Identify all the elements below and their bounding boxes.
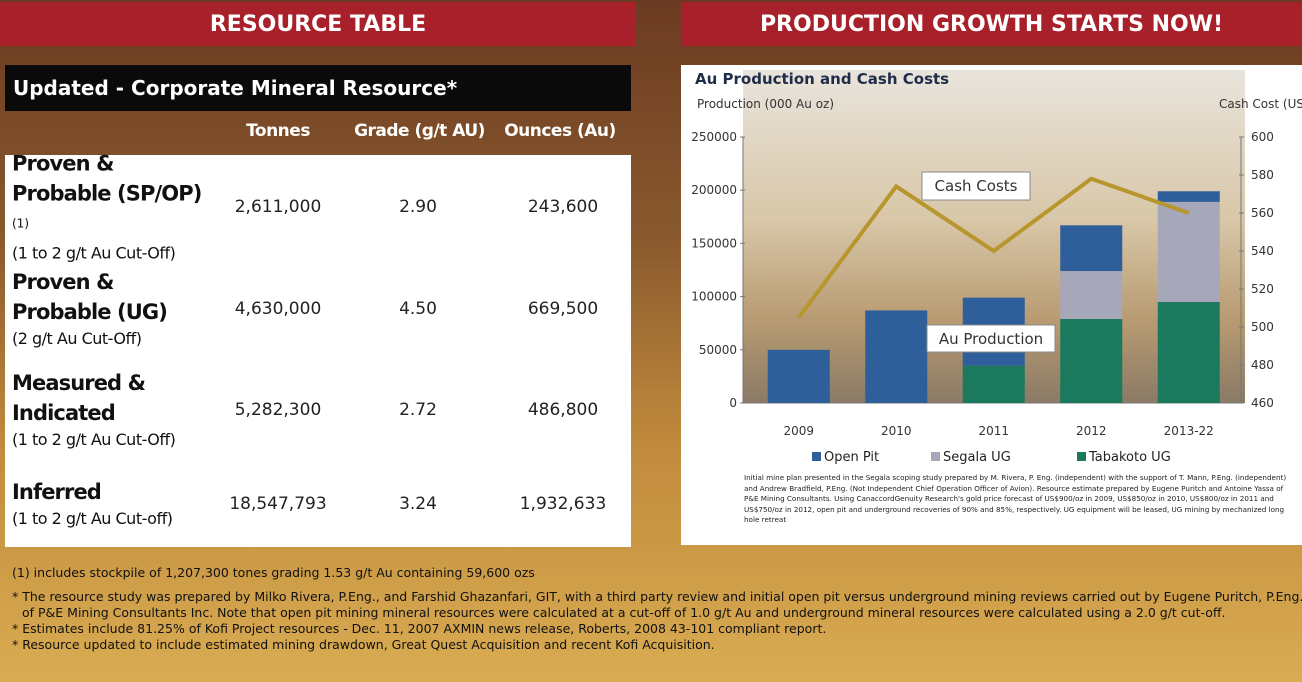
table-cell: 486,800 bbox=[527, 400, 599, 420]
chart-title: Au Production and Cash Costs bbox=[695, 70, 949, 88]
chart-note: Initial mine plan presented in the Segal… bbox=[744, 473, 1287, 524]
table-cell: 2,611,000 bbox=[234, 196, 322, 217]
left-header: RESOURCE TABLE bbox=[0, 2, 636, 46]
callout-box bbox=[921, 171, 1031, 201]
bar-segment bbox=[962, 365, 1025, 403]
bar-segment bbox=[767, 349, 830, 403]
row-cutoff: (1 to 2 g/t Au Cut-Off) bbox=[12, 243, 176, 262]
column-header: Grade (g/t AU) bbox=[354, 121, 485, 141]
chart: Au Production and Cash Costs Production … bbox=[691, 70, 1302, 465]
x-tick-label: 2013-22 bbox=[1164, 424, 1214, 438]
footnote: * The resource study was prepared by Mil… bbox=[12, 589, 1302, 620]
bar-segment bbox=[1157, 201, 1220, 302]
annotation: Au Production bbox=[939, 330, 1043, 348]
row-label: Inferred (1 to 2 g/t Au Cut-off) bbox=[12, 477, 217, 531]
row-name: Proven & Probable (SP/OP) bbox=[12, 151, 202, 205]
row-label: Proven & Probable (SP/OP) (1) (1 to 2 g/t… bbox=[12, 148, 217, 265]
row-name: Proven & Probable (UG) bbox=[12, 270, 168, 324]
table-cell: 3.24 bbox=[399, 493, 437, 514]
table-cell: 18,547,793 bbox=[229, 493, 327, 514]
y2-tick-label: 600 bbox=[1251, 130, 1274, 144]
series-callout: Cash Costs bbox=[935, 177, 1018, 195]
table-cell: 2.72 bbox=[399, 400, 437, 420]
y2-tick-label: 540 bbox=[1251, 244, 1274, 258]
table-cell: 4,630,000 bbox=[234, 299, 322, 319]
y2-tick-label: 480 bbox=[1251, 358, 1274, 372]
right-header: PRODUCTION GROWTH STARTS NOW! bbox=[681, 2, 1302, 46]
y-tick-label: 150000 bbox=[691, 236, 737, 250]
bar-segment bbox=[1157, 191, 1220, 202]
row-name: Inferred bbox=[12, 479, 102, 504]
bar-segment bbox=[1060, 318, 1123, 403]
table-cell: 1,932,633 bbox=[519, 493, 607, 514]
legend-label: Segala UG bbox=[943, 450, 1011, 465]
bar-segment bbox=[1060, 271, 1123, 319]
table-row: Proven & Probable (UG) (2 g/t Au Cut-Off)… bbox=[5, 258, 631, 360]
y2-tick-label: 520 bbox=[1251, 282, 1274, 296]
bar-segment bbox=[865, 310, 928, 403]
y2-tick-label: 500 bbox=[1251, 320, 1274, 334]
column-header: Ounces (Au) bbox=[504, 121, 616, 141]
table-cell: 243,600 bbox=[527, 196, 599, 217]
row-label: Measured & Indicated (1 to 2 g/t Au Cut-O… bbox=[12, 368, 217, 452]
row-cutoff: (1 to 2 g/t Au Cut-Off) bbox=[12, 430, 176, 449]
legend-label: Open Pit bbox=[824, 450, 879, 465]
table-row: Inferred (1 to 2 g/t Au Cut-off) 18,547,79… bbox=[5, 460, 631, 547]
resource-table: Proven & Probable (SP/OP) (1) (1 to 2 g/t… bbox=[5, 151, 631, 547]
table-row: Proven & Probable (SP/OP) (1) (1 to 2 g/t… bbox=[5, 151, 631, 262]
table-cell: 4.50 bbox=[399, 299, 437, 319]
footnote: * Estimates include 81.25% of Kofi Proje… bbox=[12, 621, 827, 636]
bar-segment bbox=[1157, 301, 1220, 403]
table-row: Measured & Indicated (1 to 2 g/t Au Cut-O… bbox=[5, 360, 631, 460]
row-cutoff: (2 g/t Au Cut-Off) bbox=[12, 329, 142, 348]
y-tick-label: 0 bbox=[729, 396, 737, 410]
row-name: Measured & Indicated bbox=[12, 371, 146, 425]
x-tick-label: 2010 bbox=[881, 424, 912, 438]
line bbox=[797, 176, 1190, 319]
y2-tick-label: 560 bbox=[1251, 206, 1274, 220]
bar-segment bbox=[1060, 225, 1123, 272]
column-header: Tonnes bbox=[246, 121, 310, 141]
x-tick-label: 2011 bbox=[978, 424, 1009, 438]
y2-axis-label: Cash Cost (US$/oz) bbox=[1219, 97, 1302, 111]
y2-tick-label: 580 bbox=[1251, 168, 1274, 182]
legend-swatch bbox=[931, 452, 940, 461]
footnote: (1) includes stockpile of 1,207,300 tone… bbox=[12, 565, 535, 580]
chart-panel: Au Production and Cash Costs Production … bbox=[681, 65, 1302, 545]
row-cutoff: (1 to 2 g/t Au Cut-off) bbox=[12, 508, 173, 528]
row-note: (1) bbox=[12, 216, 29, 230]
row-label: Proven & Probable (UG) (2 g/t Au Cut-Off) bbox=[12, 267, 217, 351]
x-tick-label: 2009 bbox=[783, 424, 814, 438]
legend-label: Tabakoto UG bbox=[1088, 450, 1171, 465]
y-tick-label: 50000 bbox=[699, 343, 737, 357]
footnote: * Resource updated to include estimated … bbox=[12, 637, 715, 652]
y2-tick-label: 460 bbox=[1251, 396, 1274, 410]
footnotes: (1) includes stockpile of 1,207,300 tone… bbox=[12, 565, 1302, 653]
callout-box bbox=[926, 324, 1056, 353]
y-tick-label: 250000 bbox=[691, 130, 737, 144]
y-tick-label: 200000 bbox=[691, 183, 737, 197]
legend-swatch bbox=[1077, 452, 1086, 461]
y-axis-label: Production (000 Au oz) bbox=[697, 97, 834, 111]
y-tick-label: 100000 bbox=[691, 290, 737, 304]
x-tick-label: 2012 bbox=[1076, 424, 1107, 438]
table-cell: 5,282,300 bbox=[234, 400, 322, 420]
table-title: Updated - Corporate Mineral Resource* bbox=[5, 65, 631, 111]
legend-swatch bbox=[812, 452, 821, 461]
table-cell: 2.90 bbox=[399, 196, 437, 217]
table-cell: 669,500 bbox=[527, 299, 599, 319]
